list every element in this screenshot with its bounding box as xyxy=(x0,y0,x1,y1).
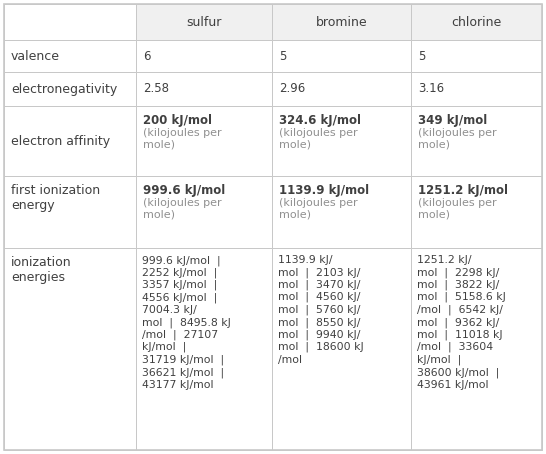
Text: (kilojoules per
mole): (kilojoules per mole) xyxy=(279,198,358,220)
Text: sulfur: sulfur xyxy=(186,15,222,29)
Text: bromine: bromine xyxy=(316,15,367,29)
Bar xyxy=(4,4,136,40)
Bar xyxy=(136,40,272,72)
Text: (kilojoules per
mole): (kilojoules per mole) xyxy=(418,128,497,150)
Text: 5: 5 xyxy=(279,49,286,63)
Bar xyxy=(136,106,272,176)
Bar xyxy=(4,106,136,176)
Text: first ionization
energy: first ionization energy xyxy=(11,184,100,212)
Text: 324.6 kJ/mol: 324.6 kJ/mol xyxy=(279,114,361,127)
Text: 999.6 kJ/mol  |
2252 kJ/mol  |
3357 kJ/mol  |
4556 kJ/mol  |
7004.3 kJ/
mol  |  : 999.6 kJ/mol | 2252 kJ/mol | 3357 kJ/mol… xyxy=(142,255,231,390)
Text: 349 kJ/mol: 349 kJ/mol xyxy=(418,114,487,127)
Bar xyxy=(272,248,411,450)
Bar xyxy=(136,72,272,106)
Bar xyxy=(4,72,136,106)
Bar xyxy=(4,248,136,450)
Text: 1139.9 kJ/mol: 1139.9 kJ/mol xyxy=(279,184,369,197)
Text: electronegativity: electronegativity xyxy=(11,83,117,95)
Text: (kilojoules per
mole): (kilojoules per mole) xyxy=(143,198,222,220)
Text: 1251.2 kJ/mol: 1251.2 kJ/mol xyxy=(418,184,508,197)
Text: 999.6 kJ/mol: 999.6 kJ/mol xyxy=(143,184,225,197)
Bar xyxy=(136,248,272,450)
Bar xyxy=(136,4,272,40)
Bar xyxy=(411,4,542,40)
Bar xyxy=(272,176,411,248)
Text: (kilojoules per
mole): (kilojoules per mole) xyxy=(418,198,497,220)
Text: valence: valence xyxy=(11,49,60,63)
Text: 200 kJ/mol: 200 kJ/mol xyxy=(143,114,212,127)
Text: 2.96: 2.96 xyxy=(279,83,305,95)
Bar xyxy=(272,72,411,106)
Text: (kilojoules per
mole): (kilojoules per mole) xyxy=(279,128,358,150)
Text: 5: 5 xyxy=(418,49,425,63)
Bar xyxy=(411,106,542,176)
Text: (kilojoules per
mole): (kilojoules per mole) xyxy=(143,128,222,150)
Text: ionization
energies: ionization energies xyxy=(11,256,72,284)
Text: 1139.9 kJ/
mol  |  2103 kJ/
mol  |  3470 kJ/
mol  |  4560 kJ/
mol  |  5760 kJ/
m: 1139.9 kJ/ mol | 2103 kJ/ mol | 3470 kJ/… xyxy=(278,255,364,365)
Bar xyxy=(411,72,542,106)
Text: chlorine: chlorine xyxy=(452,15,502,29)
Bar xyxy=(411,40,542,72)
Text: electron affinity: electron affinity xyxy=(11,134,110,148)
Text: 2.58: 2.58 xyxy=(143,83,169,95)
Bar xyxy=(136,176,272,248)
Bar xyxy=(272,40,411,72)
Bar xyxy=(272,106,411,176)
Text: 1251.2 kJ/
mol  |  2298 kJ/
mol  |  3822 kJ/
mol  |  5158.6 kJ
/mol  |  6542 kJ/: 1251.2 kJ/ mol | 2298 kJ/ mol | 3822 kJ/… xyxy=(417,255,506,390)
Bar xyxy=(411,248,542,450)
Text: 6: 6 xyxy=(143,49,151,63)
Bar xyxy=(411,176,542,248)
Bar xyxy=(4,40,136,72)
Bar xyxy=(4,176,136,248)
Bar xyxy=(272,4,411,40)
Text: 3.16: 3.16 xyxy=(418,83,444,95)
